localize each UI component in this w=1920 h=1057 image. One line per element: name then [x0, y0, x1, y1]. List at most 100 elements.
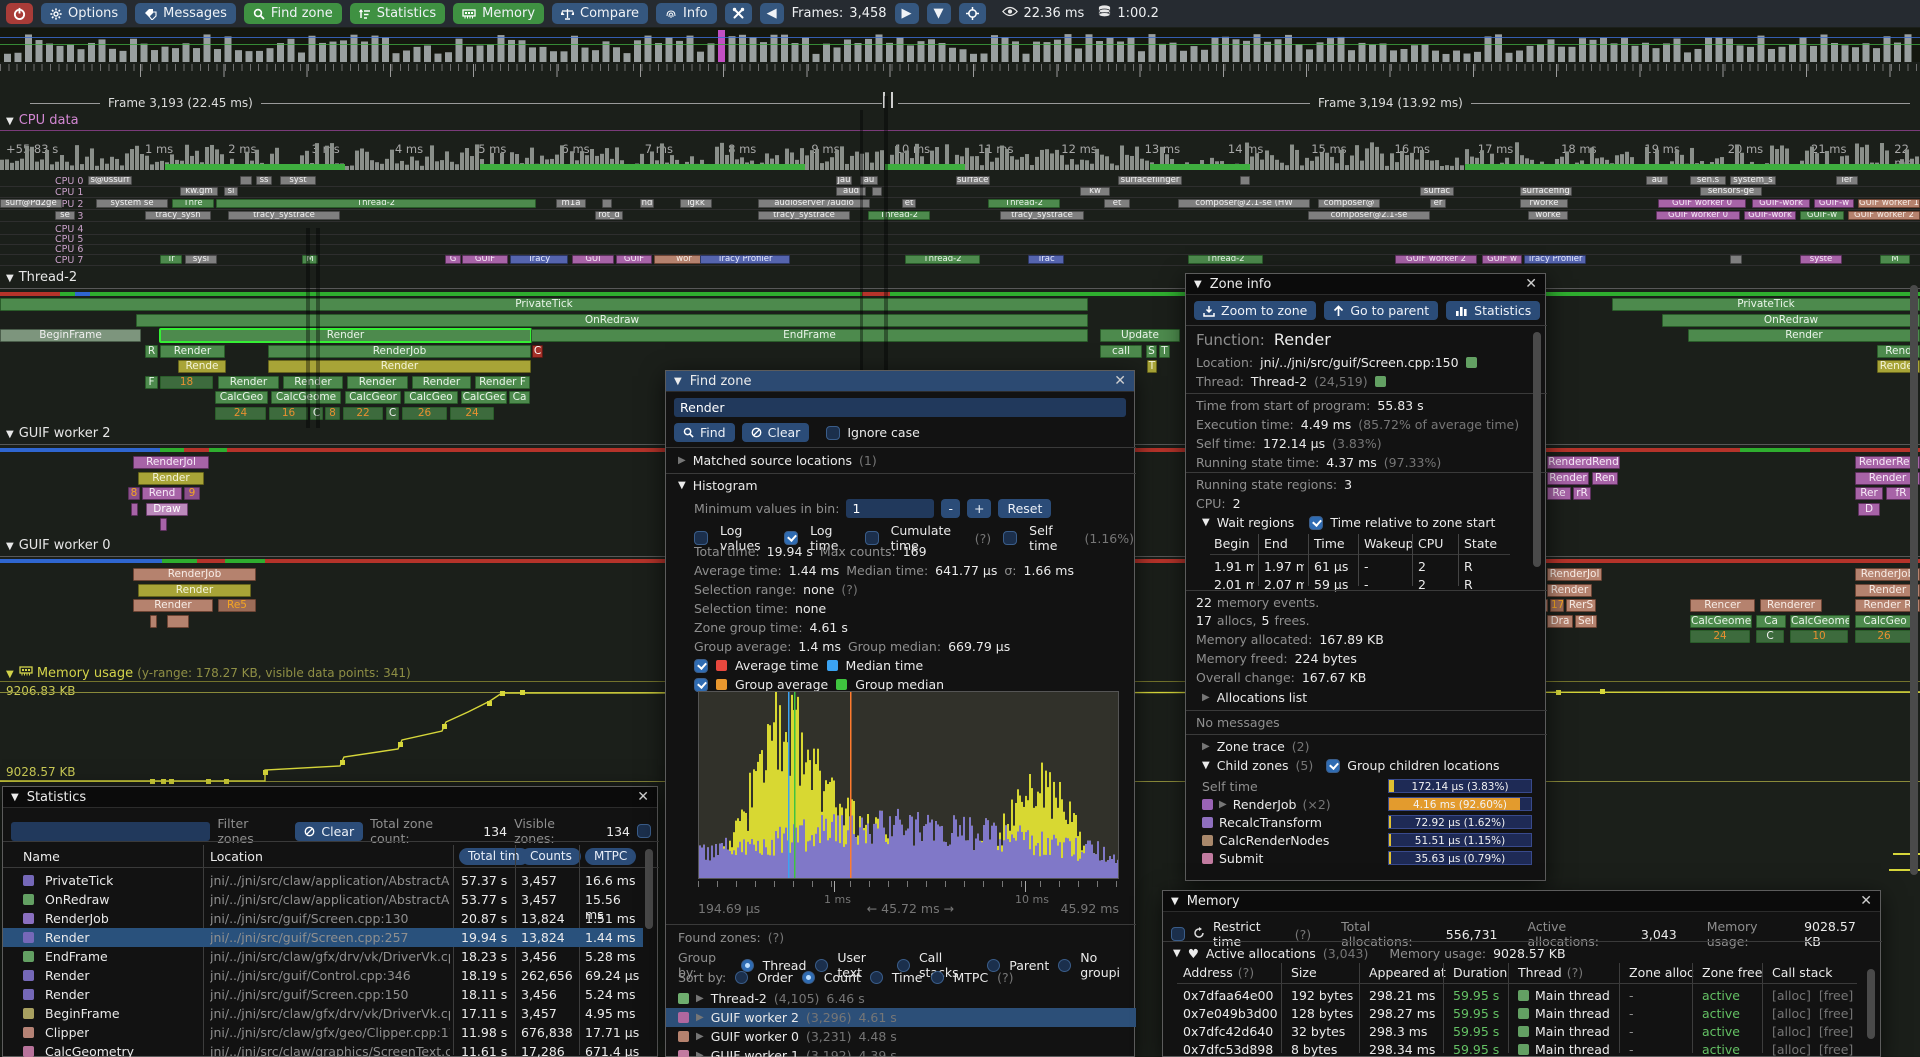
- legend-checkbox[interactable]: [694, 658, 708, 673]
- expand-icon[interactable]: ▶: [696, 1050, 704, 1057]
- table-row[interactable]: Render jni/../jni/src/guif/Control.cpp:34…: [3, 966, 643, 985]
- memory-usage-header[interactable]: ▼ Memory usage (y-range: 178.27 KB, visi…: [6, 666, 411, 681]
- alloc-callstack-free[interactable]: [free]: [1818, 1024, 1854, 1039]
- cpu-zone[interactable]: [1240, 176, 1250, 185]
- timeline-zone[interactable]: Render: [160, 344, 225, 358]
- timeline-zone[interactable]: C: [386, 406, 399, 420]
- timeline-zone[interactable]: CalcGeo: [1855, 614, 1915, 628]
- statistics-scrollbar[interactable]: [645, 849, 653, 929]
- cpu-zone[interactable]: er: [1430, 199, 1446, 208]
- expand-icon[interactable]: ▶: [678, 455, 686, 466]
- timeline-zone[interactable]: Rer: [1855, 487, 1883, 500]
- histogram-label[interactable]: Histogram: [692, 478, 758, 493]
- timeline-zone[interactable]: 26: [402, 406, 447, 420]
- cpu-zone[interactable]: Tr: [160, 255, 182, 264]
- timeline-zone[interactable]: CalcGeomet: [1790, 614, 1850, 628]
- timeline-zone[interactable]: PrivateTick: [0, 298, 1088, 311]
- timeline-zone[interactable]: 24: [450, 406, 494, 420]
- button-statistics[interactable]: Statistics: [1446, 301, 1541, 320]
- cpu-zone[interactable]: GUIF-w: [1814, 199, 1854, 208]
- cpu-zone[interactable]: audioserver /audio: [758, 199, 870, 208]
- histogram-plot[interactable]: [698, 691, 1119, 879]
- timeline-zone[interactable]: Ca: [509, 391, 530, 404]
- crosshair-button[interactable]: [958, 3, 986, 24]
- timeline-zone[interactable]: Update: [1100, 329, 1180, 342]
- thread-header-guif-worker-0[interactable]: ▼ GUIF worker 0: [6, 538, 111, 553]
- tools-button[interactable]: [724, 3, 752, 24]
- source-color-box[interactable]: [1465, 357, 1477, 368]
- cpu-zone[interactable]: Thread-2: [868, 211, 930, 220]
- cpu-zone[interactable]: nd: [640, 199, 654, 208]
- found-zone-group[interactable]: ▶ GUIF worker 0 (3,231) 4.48 s: [666, 1027, 1136, 1046]
- timeline-zone[interactable]: [167, 614, 189, 628]
- cpu-zone[interactable]: au: [1646, 176, 1668, 185]
- cpu-zone[interactable]: G: [445, 255, 461, 264]
- options-button[interactable]: Options: [41, 3, 128, 24]
- timeline-zone[interactable]: 8: [325, 406, 340, 420]
- col-mtpc[interactable]: MTPC: [585, 847, 637, 865]
- button-zoom-to-zone[interactable]: Zoom to zone: [1194, 301, 1317, 320]
- collapse-icon[interactable]: ▼: [674, 375, 682, 387]
- cpu-zone[interactable]: [872, 187, 882, 196]
- ignore-case-checkbox[interactable]: [826, 425, 841, 440]
- table-row[interactable]: EndFrame jni/../jni/src/claw/gfx/drv/vk/D…: [3, 947, 643, 966]
- cpu-zone[interactable]: rworke: [1520, 199, 1568, 208]
- alloc-callstack-free[interactable]: [free]: [1818, 1006, 1854, 1021]
- clear-button[interactable]: Clear: [741, 423, 810, 442]
- timeline-zone[interactable]: 8: [128, 487, 140, 500]
- min-bin-input[interactable]: 1: [846, 499, 935, 518]
- timeline-zone[interactable]: T: [1159, 344, 1170, 358]
- button-go-to-parent[interactable]: Go to parent: [1324, 301, 1439, 320]
- radio-parent[interactable]: [987, 958, 1001, 972]
- collapse-icon[interactable]: ▼: [1173, 948, 1181, 959]
- timeline-zone[interactable]: 17: [1550, 599, 1564, 612]
- timeline-zone[interactable]: 9: [184, 487, 200, 500]
- cpu-zone[interactable]: GUIF worker 0: [1658, 199, 1746, 208]
- cpu-zone[interactable]: si: [224, 187, 238, 196]
- expand-icon[interactable]: ▶: [696, 1012, 704, 1023]
- alloc-callstack-free[interactable]: [free]: [1818, 1042, 1854, 1057]
- frame-histogram[interactable]: [0, 28, 1920, 62]
- cpu-zone[interactable]: kw.gm: [180, 187, 218, 196]
- collapse-icon[interactable]: ▼: [1202, 760, 1210, 771]
- cpu-zone[interactable]: syste: [1800, 255, 1842, 264]
- timeline-zone[interactable]: Dra: [1547, 614, 1573, 628]
- timeline-zone[interactable]: Render: [1547, 471, 1589, 485]
- timeline-zone[interactable]: call: [1100, 344, 1142, 358]
- cpu-zone[interactable]: Thread-2: [988, 199, 1060, 208]
- timeline-zone[interactable]: Render: [268, 360, 531, 373]
- col-total-time[interactable]: Total tim: [459, 847, 529, 865]
- allocation-row[interactable]: 0x7dfc53d898 8 bytes 298.34 ms 59.95 s Main …: [1163, 1042, 1863, 1057]
- checkbox-cumulate-time[interactable]: [864, 531, 879, 545]
- cpu-zone[interactable]: GUIF worker 1: [1858, 199, 1920, 208]
- cpu-zone[interactable]: ler: [1836, 176, 1858, 185]
- main-scrollbar[interactable]: [1910, 285, 1918, 875]
- timeline-zone[interactable]: RenderJob: [268, 344, 531, 358]
- restrict-time-hint[interactable]: (?): [1294, 926, 1312, 942]
- cpu-zone[interactable]: surf@Pd2ge: [0, 199, 62, 208]
- cpu-zone[interactable]: tracy_systrace: [758, 211, 850, 220]
- group-children-checkbox[interactable]: [1326, 758, 1341, 773]
- cpu-zone[interactable]: syst: [280, 176, 316, 185]
- plus-button[interactable]: +: [966, 499, 992, 518]
- timeline-zone[interactable]: RerS: [1566, 599, 1596, 612]
- cpu-zone[interactable]: Thread-2: [905, 255, 980, 264]
- timeline-zone[interactable]: CalcGeome: [271, 391, 341, 404]
- cpu-zone[interactable]: GUIF-w: [1800, 211, 1844, 220]
- minus-button[interactable]: -: [941, 499, 960, 518]
- zone-info-titlebar[interactable]: ▼ Zone info ✕: [1186, 274, 1545, 295]
- cpu-zone[interactable]: Tracy Profiler: [1524, 255, 1586, 264]
- timeline-zone[interactable]: 16: [269, 406, 308, 420]
- timeline-zone[interactable]: Render F: [475, 375, 530, 389]
- zone-trace-label[interactable]: Zone trace: [1216, 739, 1285, 754]
- timeline-zone[interactable]: Rende: [178, 360, 226, 373]
- collapse-icon[interactable]: ▼: [1171, 895, 1179, 907]
- thread-color-box[interactable]: [1374, 376, 1386, 387]
- timeline-zone[interactable]: Renderer: [1760, 599, 1822, 612]
- cpu-zone[interactable]: tracy_sysn: [145, 211, 211, 220]
- timeline-zone[interactable]: BeginFrame: [0, 329, 141, 342]
- table-row[interactable]: RenderJob jni/../jni/src/guif/Screen.cpp:…: [3, 909, 643, 928]
- cpu-zone[interactable]: tracy_systrace: [1000, 211, 1084, 220]
- legend-checkbox[interactable]: [694, 677, 708, 692]
- timeline-zone[interactable]: Re: [1547, 487, 1571, 500]
